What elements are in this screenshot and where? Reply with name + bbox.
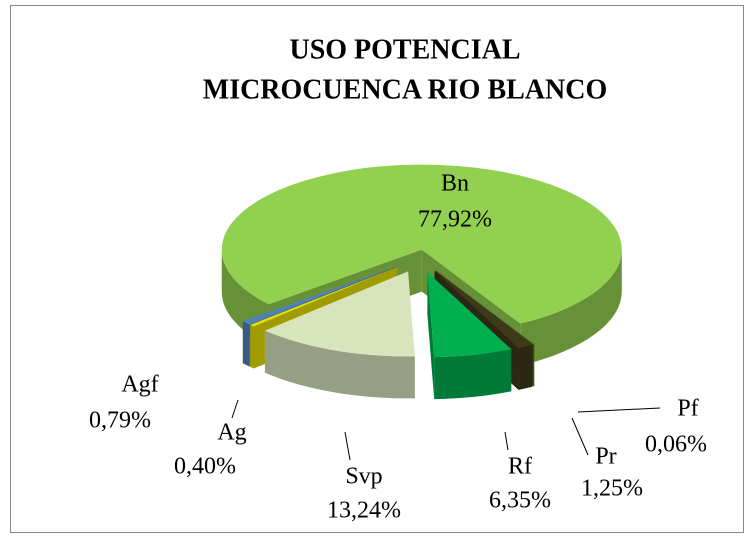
- slice-side: [434, 349, 512, 400]
- chart-title: USO POTENCIAL: [289, 34, 520, 65]
- slice-top: [435, 270, 535, 345]
- value-label: 0,79%: [89, 408, 151, 434]
- leader-line: [577, 407, 661, 413]
- slice-top: [221, 164, 622, 324]
- slice-side: [520, 249, 622, 366]
- slice-side-shade: [518, 344, 533, 390]
- pie-slice: [427, 272, 512, 400]
- slice-side: [250, 324, 254, 369]
- value-label: 6,35%: [489, 488, 551, 514]
- slice-side-shade: [533, 344, 535, 387]
- category-label: Rf: [508, 454, 532, 480]
- slice-top: [434, 270, 533, 348]
- slice-top: [250, 267, 397, 327]
- slice-side: [518, 344, 533, 390]
- slice-side-shade: [242, 321, 250, 367]
- value-label: 77,92%: [418, 207, 492, 233]
- slice-side: [533, 344, 535, 387]
- category-label: Bn: [441, 171, 469, 197]
- pie-slice: [264, 271, 415, 399]
- slice-side-shade: [520, 249, 622, 366]
- slice-side: [427, 272, 435, 400]
- slice-side-shade: [427, 272, 435, 400]
- category-label: Ag: [217, 420, 246, 446]
- value-label: 0,40%: [174, 454, 236, 480]
- slice-side: [264, 330, 415, 399]
- slice-side-shade: [264, 330, 415, 399]
- value-label: 13,24%: [327, 498, 401, 524]
- slice-top: [427, 272, 512, 358]
- slice-side-shade: [250, 324, 254, 369]
- value-label: 1,25%: [581, 476, 643, 502]
- category-label: Pr: [595, 444, 616, 470]
- category-label: Svp: [345, 464, 382, 490]
- leader-line: [504, 431, 509, 451]
- category-label: Pf: [677, 396, 698, 422]
- leader-lines: [231, 399, 661, 461]
- slice-top: [264, 271, 415, 357]
- slice-top: [242, 266, 397, 325]
- value-label: 0,06%: [645, 432, 707, 458]
- chart-title: MICROCUENCA RIO BLANCO: [203, 74, 607, 105]
- slice-side: [242, 321, 250, 367]
- slice-side-shade: [434, 349, 512, 400]
- leader-line: [571, 417, 589, 456]
- leader-line: [344, 431, 351, 461]
- leader-line: [231, 399, 239, 419]
- category-label: Agf: [121, 372, 158, 398]
